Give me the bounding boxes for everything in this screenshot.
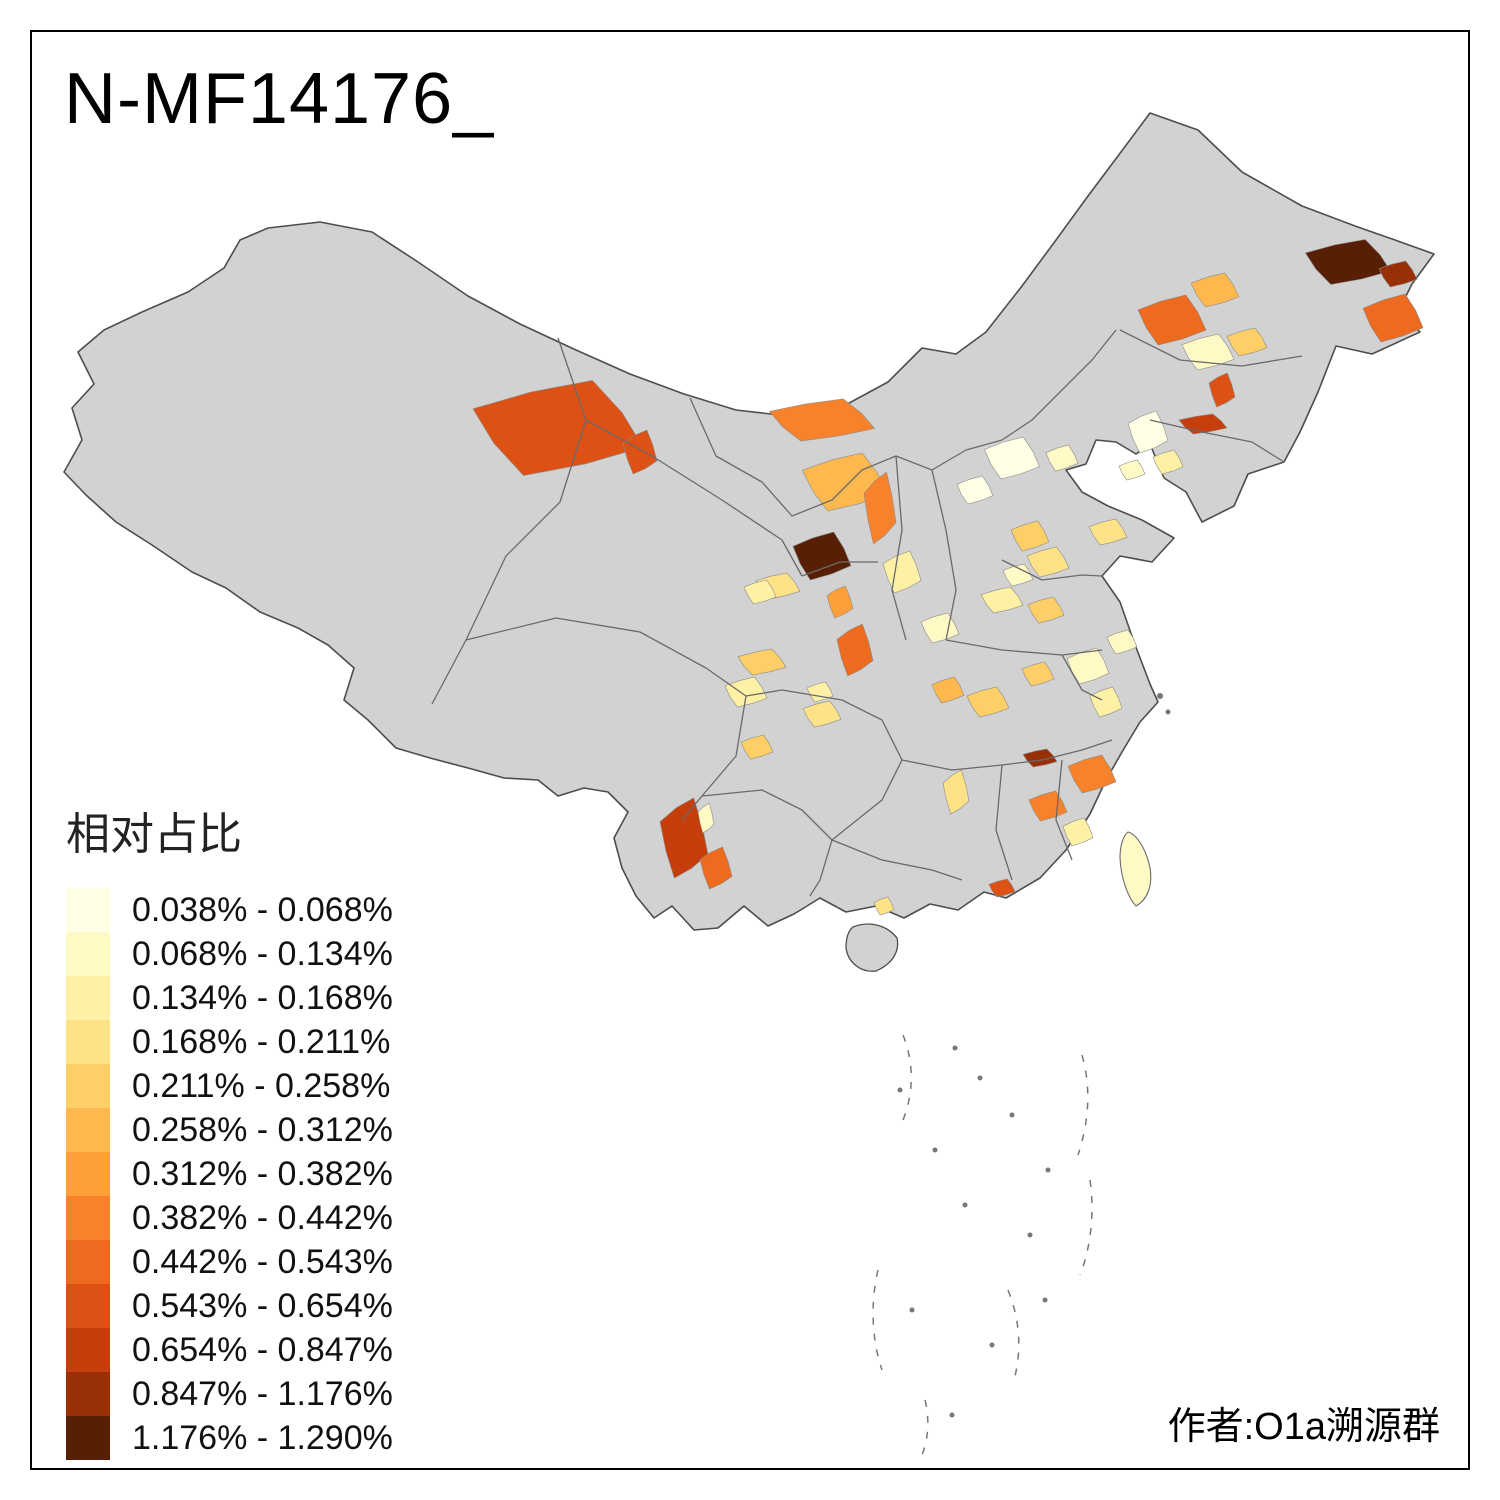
map-region-37 [1089, 686, 1123, 718]
map-region-4 [1190, 272, 1240, 308]
legend-label-6: 0.312% - 0.382% [132, 1154, 393, 1193]
map-region-39 [737, 648, 787, 676]
map-region-36 [1066, 647, 1110, 685]
legend-swatch-9 [66, 1284, 110, 1328]
map-region-7 [1208, 372, 1236, 408]
map-region-27 [980, 586, 1024, 614]
map-region-1 [1378, 260, 1418, 288]
map-region-30 [882, 550, 922, 594]
taiwan-island [1119, 831, 1152, 907]
map-region-10 [1152, 449, 1184, 475]
legend-row-7: 0.382% - 0.442% [66, 1196, 393, 1240]
map-region-41 [802, 700, 842, 728]
map-region-12 [472, 380, 644, 476]
attribution-text: 作者:O1a溯源群 [1167, 1406, 1440, 1448]
map-region-52 [942, 769, 970, 815]
legend-swatch-11 [66, 1372, 110, 1416]
legend-row-10: 0.654% - 0.847% [66, 1328, 393, 1372]
legend-row-6: 0.312% - 0.382% [66, 1152, 393, 1196]
map-region-2 [1362, 293, 1424, 343]
legend-label-9: 0.543% - 0.654% [132, 1286, 393, 1325]
legend-label-3: 0.168% - 0.211% [132, 1022, 391, 1061]
map-region-51 [988, 878, 1016, 898]
legend-swatch-8 [66, 1240, 110, 1284]
map-region-42 [740, 734, 774, 760]
map-region-14 [768, 398, 876, 442]
map-region-53 [873, 896, 895, 916]
map-region-50 [1062, 817, 1094, 847]
legend-swatch-6 [66, 1152, 110, 1196]
map-region-16 [863, 471, 897, 545]
map-region-6 [1226, 327, 1268, 357]
legend-label-12: 1.176% - 1.290% [132, 1418, 393, 1457]
china-mainland-shape [63, 112, 1435, 931]
map-region-25 [1010, 520, 1050, 552]
legend-row-1: 0.068% - 0.134% [66, 932, 393, 976]
legend-label-11: 0.847% - 1.176% [132, 1374, 393, 1413]
map-region-47 [1022, 748, 1058, 768]
map-region-40 [724, 676, 768, 708]
south-china-sea-islets [897, 693, 1171, 1418]
map-region-21 [743, 579, 777, 605]
legend-label-7: 0.382% - 0.442% [132, 1198, 393, 1237]
legend-swatch-12 [66, 1416, 110, 1460]
map-region-22 [984, 436, 1040, 480]
map-region-23 [1045, 444, 1079, 472]
legend-label-5: 0.258% - 0.312% [132, 1110, 393, 1149]
legend-rows: 0.038% - 0.068% 0.068% - 0.134% 0.134% - 0… [66, 888, 393, 1460]
map-region-28 [1027, 596, 1065, 624]
map-region-17 [792, 531, 852, 581]
map-region-35 [1021, 661, 1055, 687]
legend-label-2: 0.134% - 0.168% [132, 978, 393, 1017]
map-region-20 [836, 623, 874, 677]
map-region-19 [826, 585, 854, 619]
legend-swatch-2 [66, 976, 110, 1020]
legend-label-10: 0.654% - 0.847% [132, 1330, 393, 1369]
data-regions-layer [472, 239, 1424, 916]
legend-row-8: 0.442% - 0.543% [66, 1240, 393, 1284]
map-region-26 [1026, 546, 1070, 578]
map-region-34 [966, 686, 1010, 718]
legend-row-2: 0.134% - 0.168% [66, 976, 393, 1020]
legend: 相对占比 0.038% - 0.068% 0.068% - 0.134% 0.134… [66, 798, 393, 1460]
south-china-sea-marks [872, 1034, 1093, 1456]
map-region-0 [1304, 239, 1392, 285]
map-region-48 [1067, 754, 1117, 794]
map-region-24 [956, 475, 994, 505]
legend-swatch-4 [66, 1064, 110, 1108]
legend-row-0: 0.038% - 0.068% [66, 888, 393, 932]
map-region-33 [931, 676, 965, 704]
legend-label-4: 0.211% - 0.258% [132, 1066, 391, 1105]
legend-row-9: 0.543% - 0.654% [66, 1284, 393, 1328]
legend-row-3: 0.168% - 0.211% [66, 1020, 393, 1064]
legend-swatch-3 [66, 1020, 110, 1064]
map-region-29 [1088, 518, 1128, 546]
legend-swatch-7 [66, 1196, 110, 1240]
map-region-3 [1137, 294, 1207, 346]
legend-row-4: 0.211% - 0.258% [66, 1064, 393, 1108]
legend-label-0: 0.038% - 0.068% [132, 890, 393, 929]
legend-label-8: 0.442% - 0.543% [132, 1242, 393, 1281]
page-title: N-MF14176_ [64, 59, 495, 139]
legend-title: 相对占比 [66, 810, 242, 859]
legend-swatch-1 [66, 932, 110, 976]
map-region-13 [622, 429, 658, 475]
legend-label-1: 0.068% - 0.134% [132, 934, 393, 973]
legend-row-12: 1.176% - 1.290% [66, 1416, 393, 1460]
map-region-11 [1118, 459, 1146, 481]
legend-swatch-10 [66, 1328, 110, 1372]
map-region-46 [697, 802, 715, 834]
legend-swatch-5 [66, 1108, 110, 1152]
legend-row-5: 0.258% - 0.312% [66, 1108, 393, 1152]
map-region-45 [699, 846, 733, 890]
map-region-32 [1002, 563, 1034, 587]
legend-row-11: 0.847% - 1.176% [66, 1372, 393, 1416]
province-borders-layer [431, 329, 1303, 897]
hainan-island [845, 923, 899, 972]
map-region-38 [1106, 629, 1138, 655]
legend-swatch-0 [66, 888, 110, 932]
